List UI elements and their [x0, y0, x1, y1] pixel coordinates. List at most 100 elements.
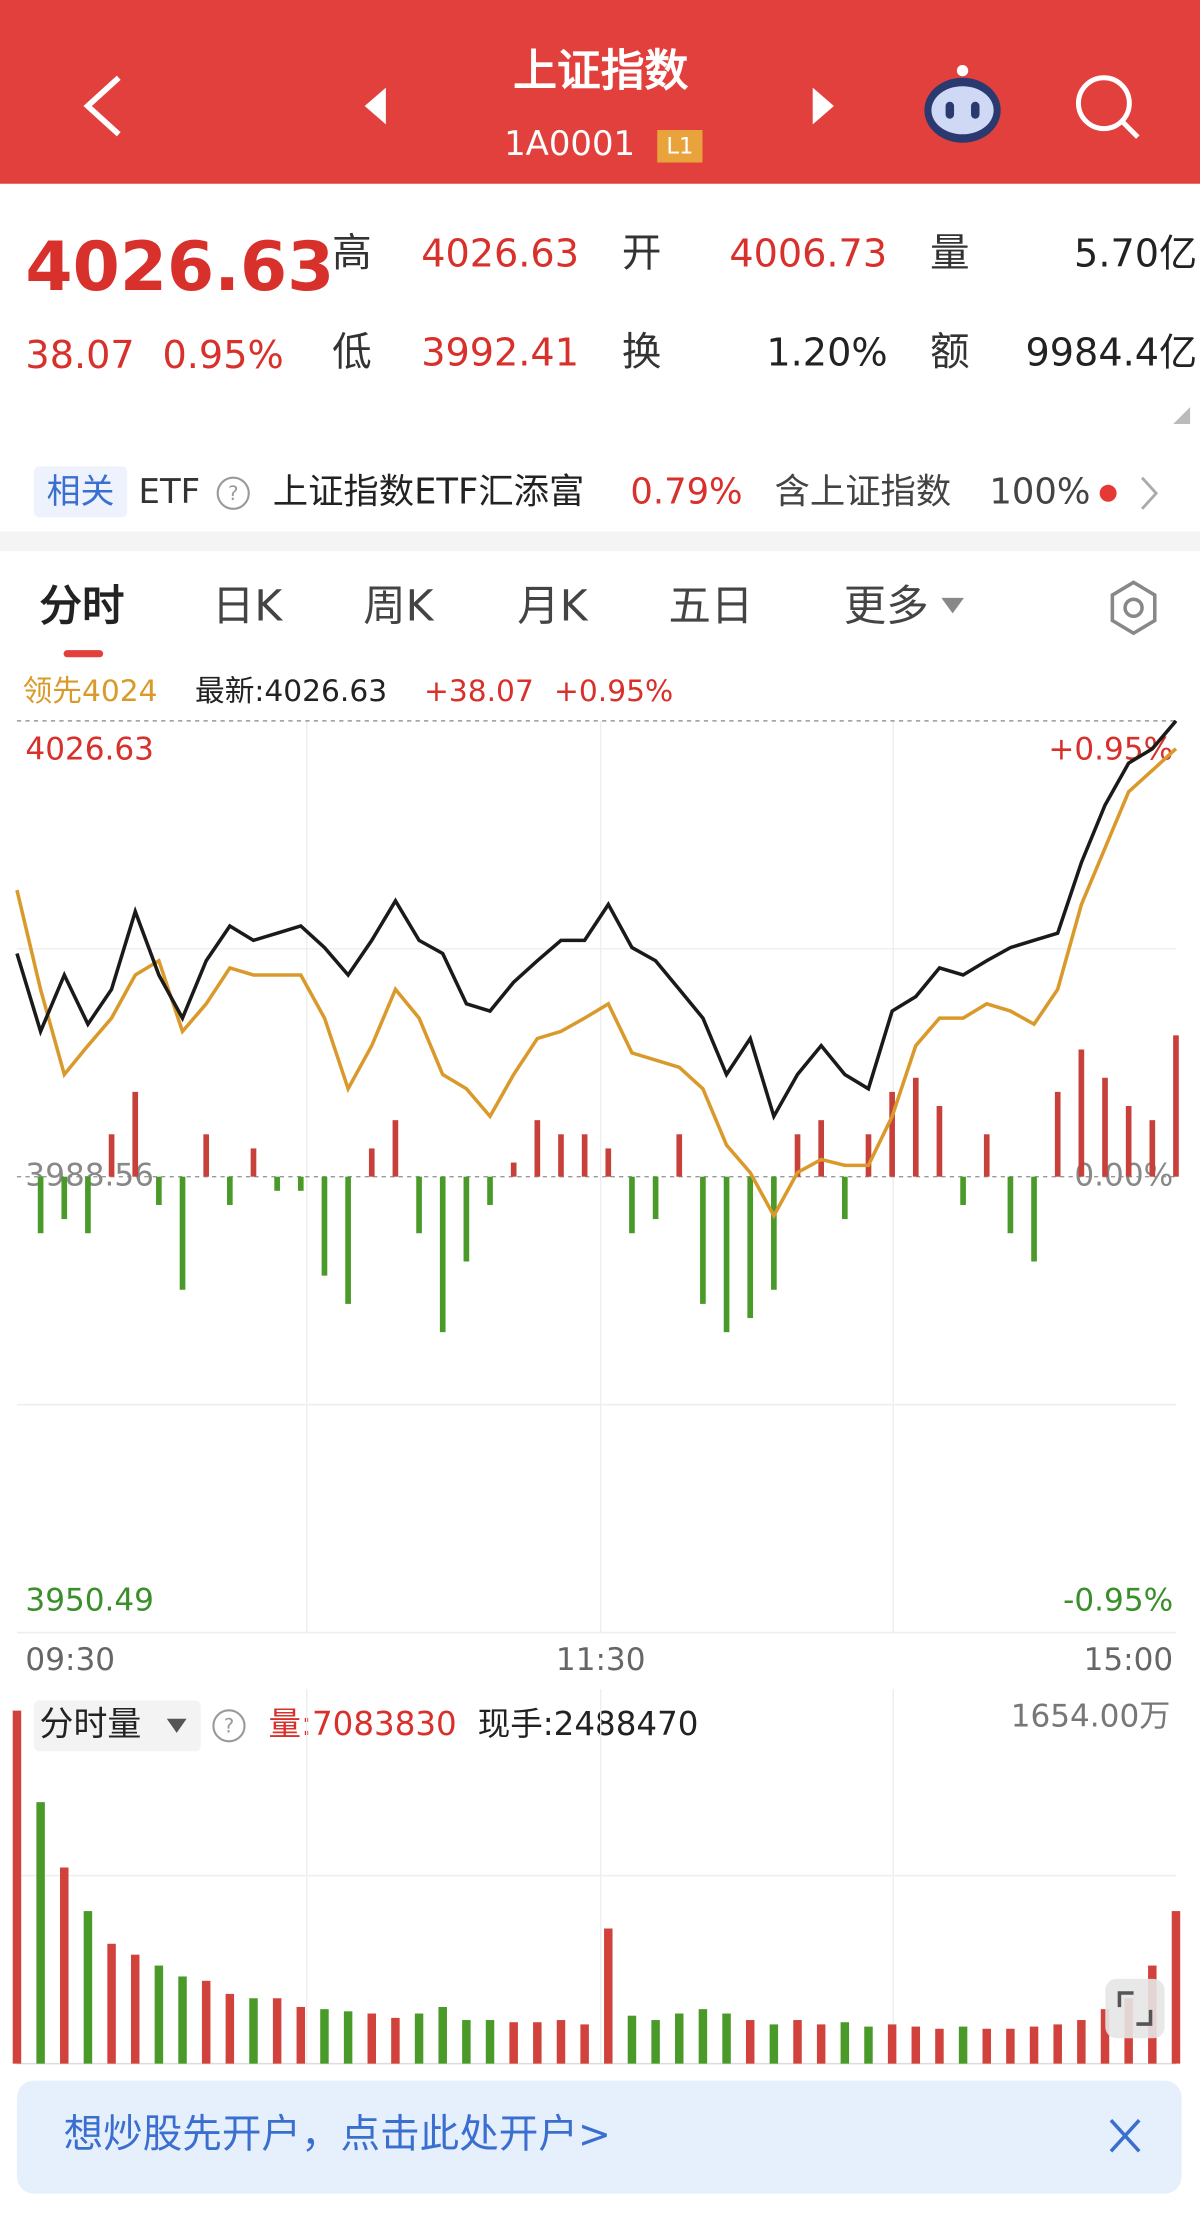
- fullscreen-button[interactable]: [1105, 1978, 1165, 2039]
- breadth-bar: [1031, 1176, 1037, 1262]
- breadth-bar: [1054, 1091, 1061, 1177]
- close-button[interactable]: [1109, 2118, 1141, 2153]
- volume-bar: [533, 2022, 542, 2064]
- volume-bar: [36, 1802, 45, 2064]
- breadth-bar: [250, 1148, 257, 1177]
- volume-bar: [249, 1998, 258, 2064]
- expand-corner[interactable]: [1173, 407, 1191, 425]
- breadth-bar: [108, 1134, 115, 1177]
- breadth-bar: [37, 1176, 44, 1234]
- breadth-bar: [865, 1134, 872, 1177]
- volume-bar: [1053, 2024, 1062, 2064]
- related-type: ETF: [139, 472, 201, 511]
- volume-bar: [178, 1976, 187, 2064]
- y-tick-label: 4026.63: [25, 732, 154, 768]
- breadth-bar: [558, 1134, 564, 1177]
- volume-bar: [604, 1928, 613, 2064]
- tab[interactable]: 月K: [517, 582, 588, 631]
- quote-value: 9984.4亿: [1026, 330, 1198, 374]
- breadth-bar: [747, 1176, 754, 1319]
- volume-bar: [485, 2020, 495, 2064]
- price-change-pct: 0.95%: [163, 333, 284, 377]
- breadth-bar: [841, 1176, 848, 1220]
- back-button[interactable]: [83, 75, 121, 137]
- tab[interactable]: 周K: [363, 582, 434, 631]
- volume-chart: 1654.00万: [12, 1689, 1181, 2065]
- volume-bar: [627, 2015, 637, 2064]
- breadth-bar: [297, 1176, 304, 1191]
- settings-icon[interactable]: [1110, 580, 1157, 636]
- x-tick-label: 15:00: [1084, 1642, 1174, 1678]
- volume-bar: [887, 2024, 897, 2064]
- y2-tick-label: -0.95%: [1063, 1582, 1173, 1618]
- price-line: [15, 719, 1178, 1121]
- breadth-bar: [1007, 1176, 1014, 1234]
- breadth-bar: [912, 1077, 919, 1177]
- header-bar: [0, 0, 1200, 184]
- open-account-banner[interactable]: [16, 2080, 1182, 2194]
- quote-label: 额: [930, 329, 970, 375]
- breadth-bar: [179, 1176, 186, 1290]
- prev-button[interactable]: [364, 87, 386, 125]
- page-title: 上证指数: [513, 45, 688, 96]
- quote-value: 4026.63: [421, 231, 579, 275]
- volume-bar: [414, 2013, 424, 2064]
- breadth-bar: [700, 1176, 706, 1304]
- breadth-bar: [132, 1091, 139, 1177]
- volume-bar: [769, 2024, 779, 2064]
- help-icon[interactable]: [212, 1709, 246, 1743]
- breadth-bar: [534, 1120, 541, 1177]
- volume-bar: [745, 2020, 755, 2064]
- robot-eye: [945, 101, 955, 119]
- breadth-bar: [1125, 1106, 1132, 1177]
- chevron[interactable]: [1141, 476, 1159, 510]
- quote-label: 换: [622, 329, 662, 375]
- volume-bar: [722, 2013, 731, 2064]
- tab[interactable]: 日K: [212, 582, 283, 631]
- volume-bar: [272, 1998, 282, 2064]
- chart-grid: [16, 720, 1176, 1634]
- robot-antenna: [956, 65, 969, 77]
- related-bar[interactable]: [0, 449, 1200, 532]
- volume-bar: [651, 2020, 660, 2064]
- assistant-icon[interactable]: [924, 65, 1001, 143]
- tab[interactable]: 更多: [844, 582, 929, 631]
- help-icon[interactable]: [216, 476, 250, 510]
- quote-value: 5.70亿: [1074, 231, 1197, 275]
- stock-code: 1A0001: [504, 124, 635, 163]
- info-change: +38.07: [424, 673, 534, 708]
- quote-label: 高: [332, 230, 372, 276]
- related-tag: 相关: [47, 472, 115, 511]
- volume-bar: [958, 2026, 968, 2064]
- volume-bar: [367, 2013, 377, 2064]
- breadth-bar: [1149, 1120, 1156, 1177]
- current-price: 4026.63: [25, 227, 334, 306]
- volume-bar: [556, 2020, 566, 2064]
- next-button[interactable]: [812, 87, 834, 125]
- breadth-bar: [1102, 1077, 1108, 1177]
- search-handle: [1120, 119, 1140, 139]
- breadth-bar: [510, 1162, 517, 1177]
- breadth-bar: [368, 1148, 375, 1177]
- search-icon[interactable]: [1075, 75, 1132, 132]
- tab[interactable]: 五日: [669, 582, 754, 631]
- quote-label: 开: [622, 230, 662, 276]
- lead-label: 领先4024: [23, 673, 158, 708]
- volume-bar: [1171, 1911, 1181, 2064]
- info-change-pct: +0.95%: [554, 673, 673, 708]
- indicator-dot: [1099, 484, 1117, 502]
- volume-selector[interactable]: [33, 1700, 201, 1752]
- breadth-bar: [936, 1106, 943, 1177]
- volume-hand: 现手:2488470: [478, 1705, 699, 1743]
- breadth-bar: [487, 1176, 493, 1205]
- tab[interactable]: 分时: [40, 582, 125, 631]
- breadth-bar: [983, 1134, 990, 1177]
- volume-bar: [438, 2006, 447, 2064]
- volume-bar: [816, 2024, 826, 2064]
- etf-name: 上证指数ETF汇添富: [273, 471, 585, 512]
- breadth-bar: [1078, 1049, 1085, 1177]
- volume-title: 分时量: [40, 1704, 142, 1743]
- breadth-bar: [794, 1134, 801, 1177]
